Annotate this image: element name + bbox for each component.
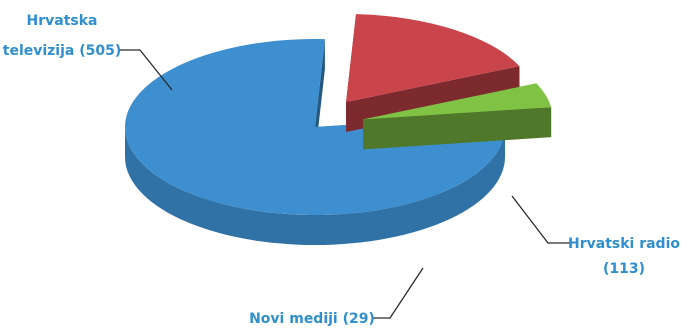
pie-slice-top	[124, 38, 505, 216]
leader-line-novi-mediji	[372, 267, 424, 319]
pie-slice-rim	[125, 127, 505, 245]
leader-line-hrvatska-televizija	[120, 49, 173, 91]
pie-slice-novi-mediji	[363, 83, 552, 150]
pie-slice-top	[346, 14, 520, 103]
label-novi-mediji: Novi mediji (29)	[249, 311, 375, 327]
leader-line-hrvatski-radio	[511, 195, 570, 244]
label-hrvatski-radio-line1: Hrvatski radio	[568, 236, 680, 252]
pie-slice-top	[363, 83, 552, 120]
label-hrvatski-radio-line2: (113)	[603, 261, 645, 277]
pie-slice-wall	[363, 107, 552, 150]
label-hrvatska-televizija-line2: televizija (505)	[3, 43, 122, 59]
pie-slices	[124, 14, 552, 245]
label-hrvatska-televizija-line1: Hrvatska	[27, 13, 98, 29]
